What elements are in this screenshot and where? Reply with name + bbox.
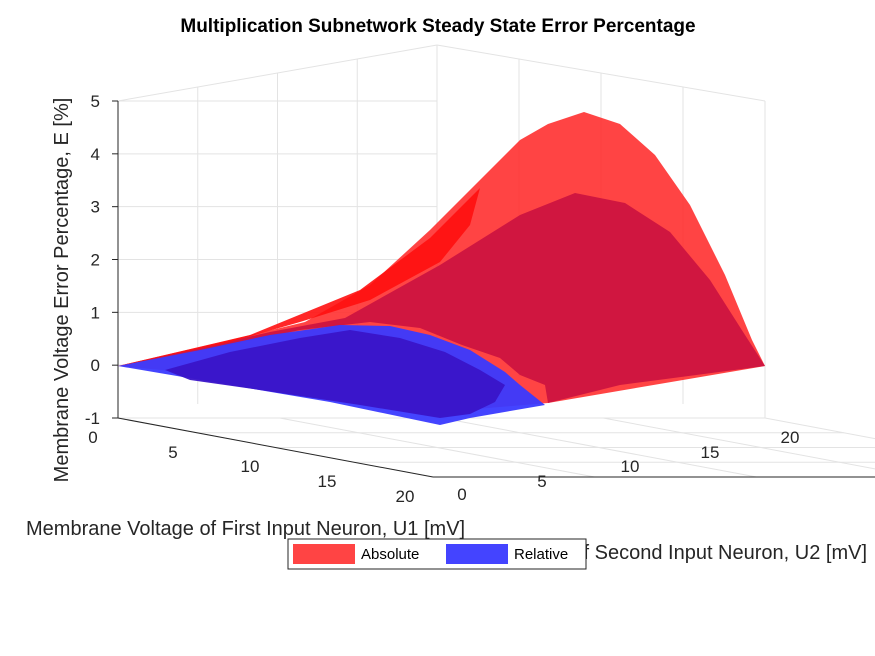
relative-face-dark — [165, 330, 505, 418]
chart-title: Multiplication Subnetwork Steady State E… — [180, 16, 695, 37]
surface-relative — [118, 325, 545, 425]
y-tick-label-4: 20 — [781, 428, 800, 447]
z-tick-label-3: 2 — [91, 251, 100, 270]
x-axis-line — [117, 417, 434, 478]
absolute-ridge — [118, 188, 480, 366]
x-tick-label-0: 0 — [88, 428, 97, 447]
x-tick-label-2: 10 — [241, 457, 260, 476]
x-tick-label-3: 15 — [318, 472, 337, 491]
legend: Absolute Relative — [287, 538, 587, 570]
x-axis-label: Membrane Voltage of First Input Neuron, … — [26, 518, 465, 540]
y-tick-label-0: 0 — [457, 485, 466, 504]
surfaces — [118, 112, 765, 425]
y-floor-gridline-4 — [764, 417, 875, 440]
x-tick-label-1: 5 — [168, 443, 177, 462]
z-tick-label-2: 1 — [91, 303, 100, 322]
x-tick-label-4: 20 — [396, 487, 415, 506]
legend-swatch-absolute — [293, 544, 355, 564]
legend-label-relative: Relative — [514, 546, 568, 563]
absolute-front-face — [118, 193, 765, 403]
y-floor-gridline-1 — [279, 417, 595, 478]
y-tick-label-1: 5 — [537, 472, 546, 491]
z-tick-label-6: 5 — [91, 92, 100, 111]
z-tick-label-1: 0 — [91, 356, 100, 375]
z-tick-label-0: -1 — [85, 409, 100, 428]
y-tick-label-3: 15 — [701, 443, 720, 462]
y-floor-gridline-3 — [603, 417, 875, 470]
z-tick-label-4: 3 — [91, 198, 100, 217]
legend-swatch-relative — [446, 544, 508, 564]
legend-label-absolute: Absolute — [361, 546, 419, 563]
y-floor-gridline-2 — [441, 417, 757, 478]
z-tick-label-5: 4 — [91, 145, 100, 164]
y-tick-label-2: 10 — [621, 457, 640, 476]
z-axis-label: Membrane Voltage Error Percentage, E [%] — [51, 98, 73, 483]
